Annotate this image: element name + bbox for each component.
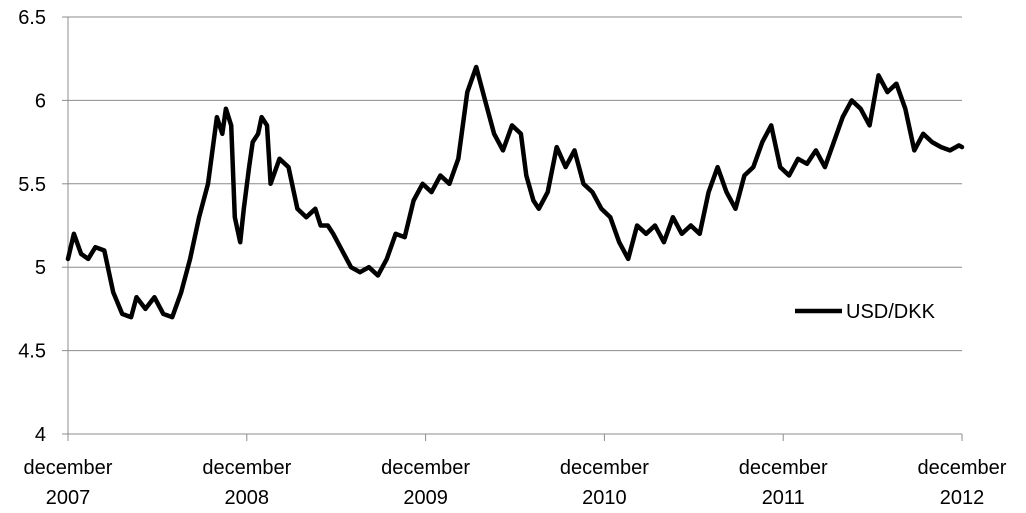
x-tick-label: 2007 [46,487,91,509]
series-line-usd-dkk [65,64,965,320]
legend: USD/DKK [795,301,936,323]
x-tick-label: december [202,457,291,479]
x-tick-label: december [24,457,113,479]
x-tick-label: 2009 [403,487,448,509]
gridlines [68,16,962,352]
y-tick-label: 6 [35,90,46,112]
y-tick-label: 6.5 [18,7,46,29]
y-tick-label: 4 [35,424,46,446]
axes [62,16,963,441]
series-layer [65,64,965,320]
x-tick-label: 2010 [582,487,627,509]
y-tick-label: 5 [35,257,46,279]
x-tick-label: december [739,457,828,479]
legend-label: USD/DKK [846,301,936,323]
x-tick-label: december [381,457,470,479]
y-tick-label: 4.5 [18,341,46,363]
x-tick-label: 2011 [762,487,805,509]
x-tick-label: 2008 [225,487,270,509]
x-tick-label: december [560,457,649,479]
x-tick-label: december [918,457,1007,479]
x-tick-label: 2012 [940,487,985,509]
tick-labels: 4 4.5 5 5.5 6 6.5 december 2007 december 2008 dece… [18,7,1007,509]
y-tick-label: 5.5 [18,174,46,196]
